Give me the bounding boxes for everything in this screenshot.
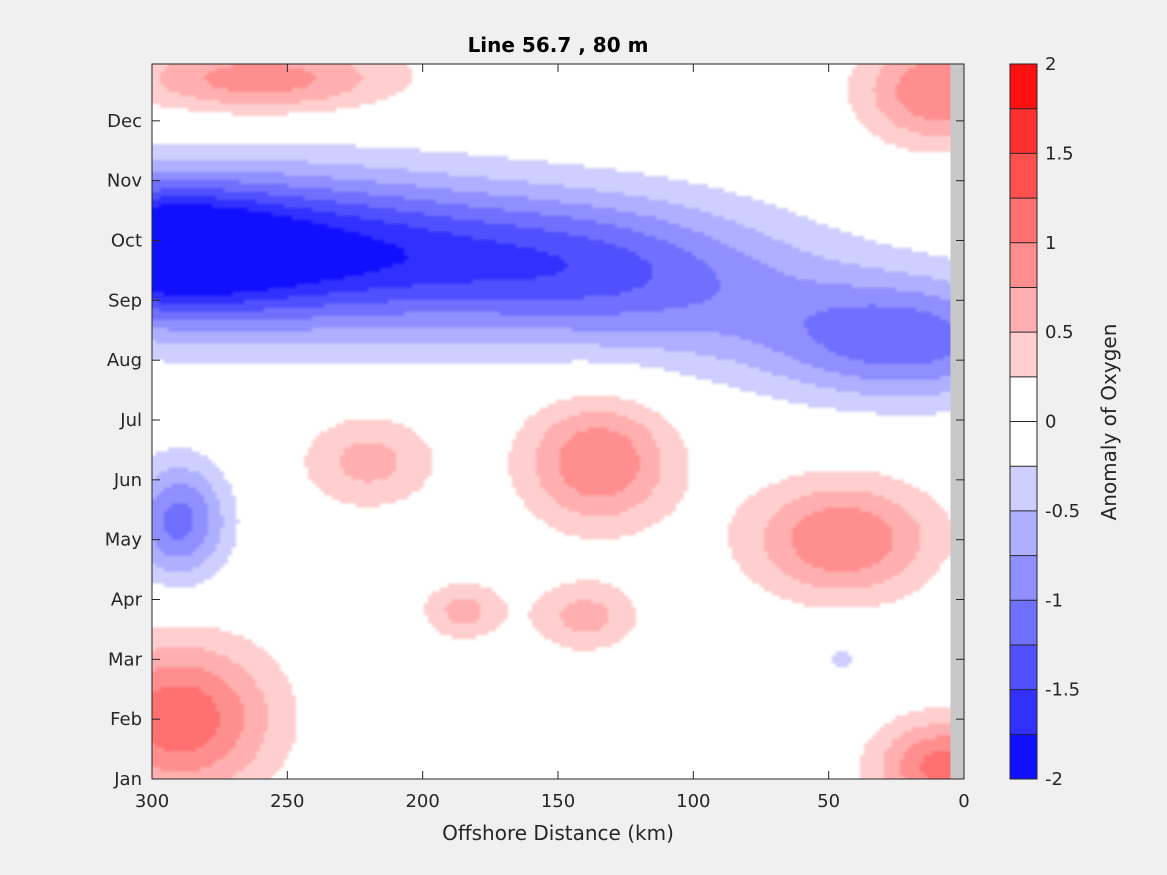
colorbar-frame [1009, 63, 1038, 780]
y-tick-label: Jul [119, 410, 142, 431]
colorbar-segment [1010, 108, 1037, 154]
colorbar-segment [1010, 600, 1037, 645]
chart-title: Line 56.7 , 80 m [468, 33, 649, 57]
colorbar-tick-label: 0.5 [1045, 322, 1074, 343]
colorbar-label: Anomaly of Oxygen [1097, 324, 1121, 521]
colorbar-segment [1010, 689, 1037, 735]
x-tick-label: 0 [958, 791, 969, 812]
colorbar-tick-label: -1.5 [1045, 680, 1080, 701]
colorbar-segment [1010, 644, 1037, 690]
y-tick-label: Apr [111, 590, 143, 611]
y-tick-label: Mar [108, 649, 143, 670]
colorbar-segment [1010, 510, 1037, 556]
x-tick-label: 200 [405, 791, 439, 812]
colorbar-segment [1010, 555, 1037, 601]
colorbar-segment [1010, 64, 1037, 109]
land-mask [950, 64, 964, 779]
colorbar-tick-label: -2 [1045, 769, 1063, 790]
y-tick-label: May [105, 530, 143, 551]
x-tick-label: 150 [541, 791, 575, 812]
contour-plot-area [151, 63, 965, 780]
y-tick-label: Dec [107, 111, 142, 132]
x-axis: 300 250 200 150 100 50 0 [135, 64, 970, 812]
colorbar-tick-label: 1.5 [1045, 143, 1074, 164]
colorbar-tick-label: -1 [1045, 590, 1063, 611]
y-tick-label: Jan [113, 769, 142, 790]
colorbar: -2 -1.5 -1 -0.5 0 0.5 1 1.5 2 [1009, 54, 1080, 790]
x-tick-label: 300 [135, 791, 169, 812]
colorbar-segment [1010, 376, 1037, 422]
x-tick-label: 50 [817, 791, 840, 812]
colorbar-tick-label: 0 [1045, 412, 1056, 433]
colorbar-tick-label: 1 [1045, 233, 1056, 254]
colorbar-segment [1010, 734, 1037, 779]
y-axis: Jan Feb Mar Apr May Jun Jul Aug Sep Oct Nov Dec [105, 111, 964, 790]
anomaly-field [152, 64, 964, 779]
colorbar-segment [1010, 198, 1037, 243]
y-tick-label: Nov [107, 171, 142, 192]
y-tick-label: Feb [110, 709, 142, 730]
colorbar-segment [1010, 242, 1037, 288]
colorbar-tick-label: -0.5 [1045, 501, 1080, 522]
x-tick-label: 250 [270, 791, 304, 812]
colorbar-segment [1010, 287, 1037, 333]
colorbar-segment [1010, 466, 1037, 511]
colorbar-tick-label: 2 [1045, 54, 1056, 75]
y-tick-label: Aug [107, 350, 142, 371]
colorbar-segment [1010, 421, 1037, 467]
x-tick-label: 100 [676, 791, 710, 812]
y-tick-label: Jun [113, 470, 142, 491]
colorbar-segment [1010, 332, 1037, 377]
y-tick-label: Oct [111, 231, 142, 252]
x-axis-label: Offshore Distance (km) [442, 821, 674, 845]
y-tick-label: Sep [108, 290, 142, 311]
colorbar-segment [1010, 153, 1037, 199]
